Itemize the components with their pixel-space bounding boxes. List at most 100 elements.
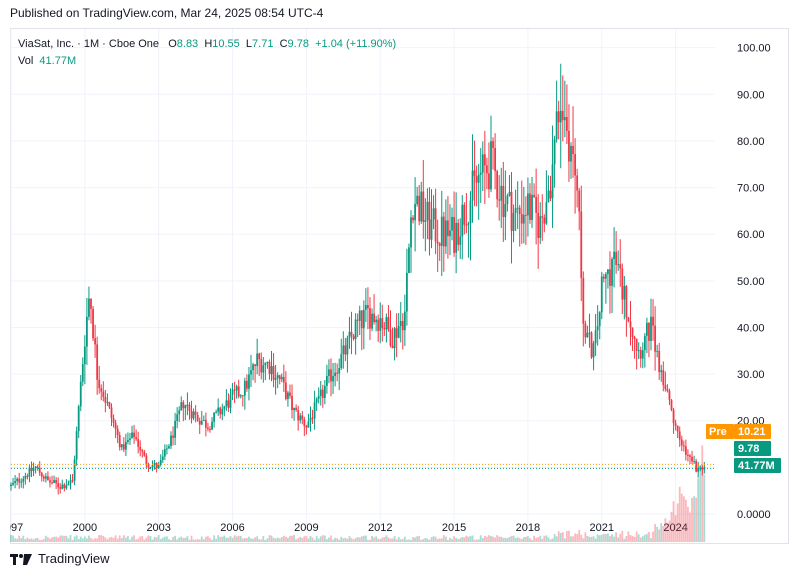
candle-body [51,482,53,484]
open-key: O [168,38,177,50]
candle-body [438,243,441,246]
volume-bar [418,536,421,542]
volume-bar [676,503,679,542]
volume-bar [20,538,23,542]
footer-brand[interactable]: TradingView [10,551,110,566]
symbol-label[interactable]: ViaSat, Inc. · 1M · Cboe One [18,38,160,50]
candle-body [543,217,546,224]
candle-body [444,220,447,247]
candle-body [92,308,94,339]
volume-bar [391,538,394,542]
candle-body [311,417,314,419]
volume-bar [204,536,207,542]
volume-bar [139,536,142,542]
candle-body [217,407,220,412]
volume-bar [217,535,220,542]
price-tick-label: 60.00 [737,229,765,241]
volume-bar [145,537,148,542]
candle-body [687,454,689,456]
volume-bar [613,536,615,542]
volume-bar [598,535,601,542]
volume-bar [668,520,671,542]
candle-body [323,385,326,398]
volume-bar [227,537,230,542]
volume-bar [135,539,138,542]
candle-body [79,381,82,407]
candle-body [44,476,47,479]
candle-body [53,480,55,484]
volume-bar [165,536,168,542]
candle-body [24,475,27,479]
price-chart[interactable]: 100.00 90.00 80.00 70.00 60.00 50.00 40.00 30.0… [10,28,789,544]
volume-bar [615,532,618,542]
volume-bar [627,531,630,542]
candle-body [672,409,675,424]
candle-body [463,204,466,225]
volume-bar [426,538,429,542]
candle-body [457,222,460,245]
candle-body [26,475,29,477]
volume-bar [617,537,620,542]
volume-bar [65,535,68,542]
volume-bar [416,536,419,542]
candle-body [549,190,552,199]
candle-body [385,317,388,330]
candle-body [545,202,548,224]
candle-body [114,422,117,429]
volume-bar [701,445,704,542]
volume-bar [602,533,605,542]
candle-body [440,216,443,246]
volume-bar [190,535,193,542]
candle-body [209,429,211,431]
candle-body [143,451,146,456]
volume-bar [436,538,439,542]
low-value: 7.71 [252,38,274,50]
candle-body [367,305,369,309]
volume-bar [621,530,624,542]
change-value: +1.04 (+11.90%) [315,38,397,50]
candle-body [129,438,131,440]
candle-body [81,364,84,382]
candle-body [155,463,158,469]
candle-body [317,395,320,399]
candle-body [243,380,246,396]
candle-body [94,338,97,345]
candle-body [576,175,579,191]
volume-bar [393,536,396,542]
volume-bar [200,536,203,542]
volume-bar [424,537,427,542]
volume-bar [440,538,443,542]
volume-bar [502,537,505,542]
volume-bar [455,538,458,542]
candle-body [674,423,677,426]
volume-bar [42,538,45,542]
candle-body [252,364,254,371]
candle-body [190,410,193,419]
volume-bar [120,538,123,542]
candle-body [211,421,213,430]
candle-body [170,435,172,447]
volume-bar [239,535,242,542]
candle-body [258,353,261,360]
volume-bar [34,538,37,542]
volume-bar [243,538,246,542]
candle-body [350,331,353,336]
volume-bar [547,537,550,542]
candle-body [284,382,287,399]
volume-bar [129,539,131,542]
volume-bar [631,536,634,542]
volume-bar [529,538,531,542]
volume-bar [381,537,384,542]
pre-value-text: 10.21 [738,426,766,438]
volume-bar [16,538,19,542]
candle-body [176,414,179,421]
volume-bar [36,537,39,542]
time-tick-label: 2000 [73,522,97,534]
candle-body [321,389,324,398]
volume-bar [697,478,700,542]
volume-bar [465,535,468,542]
candle-body [69,480,72,484]
candle-body [151,465,154,468]
candle-body [645,322,648,336]
candle-body [149,467,152,469]
